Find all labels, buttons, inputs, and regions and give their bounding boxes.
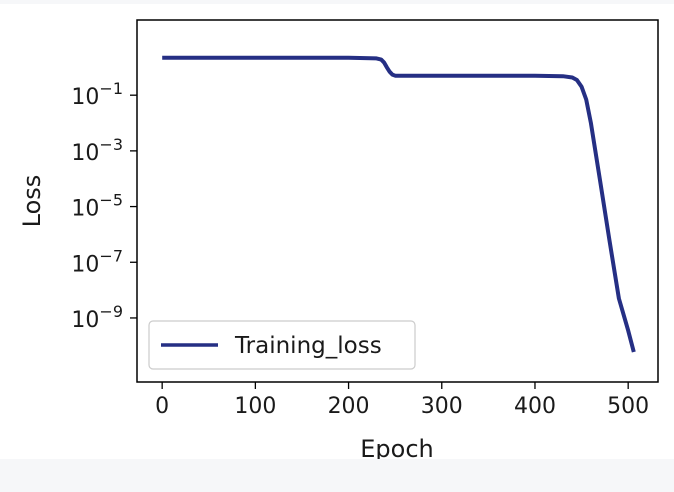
x-tick-label: 200 — [328, 394, 370, 419]
y-tick-label: 10−3 — [71, 135, 123, 166]
x-tick-label: 400 — [514, 394, 556, 419]
x-axis: 0 100 200 300 400 500 — [155, 382, 649, 419]
x-tick-label: 100 — [234, 394, 276, 419]
top-strip — [0, 0, 674, 4]
y-tick-label: 10−5 — [71, 191, 123, 222]
bottom-strip — [0, 459, 674, 492]
series-layer — [162, 55, 636, 353]
y-tick-label: 10−7 — [71, 246, 123, 277]
series-line-training-loss — [162, 55, 636, 353]
y-axis: 10−1 10−3 10−5 10−7 10−9 — [71, 79, 137, 333]
legend: Training_loss — [148, 320, 416, 370]
x-tick-label: 500 — [607, 394, 649, 419]
x-tick-label: 300 — [421, 394, 463, 419]
x-axis-label: Epoch — [360, 435, 434, 463]
legend-box — [148, 320, 416, 370]
y-tick-label: 10−9 — [71, 302, 123, 333]
axes-frame — [136, 19, 659, 383]
legend-label: Training_loss — [234, 333, 382, 359]
y-axis-label: Loss — [18, 175, 46, 228]
y-tick-label: 10−1 — [71, 79, 123, 110]
x-tick-label: 0 — [155, 394, 169, 419]
